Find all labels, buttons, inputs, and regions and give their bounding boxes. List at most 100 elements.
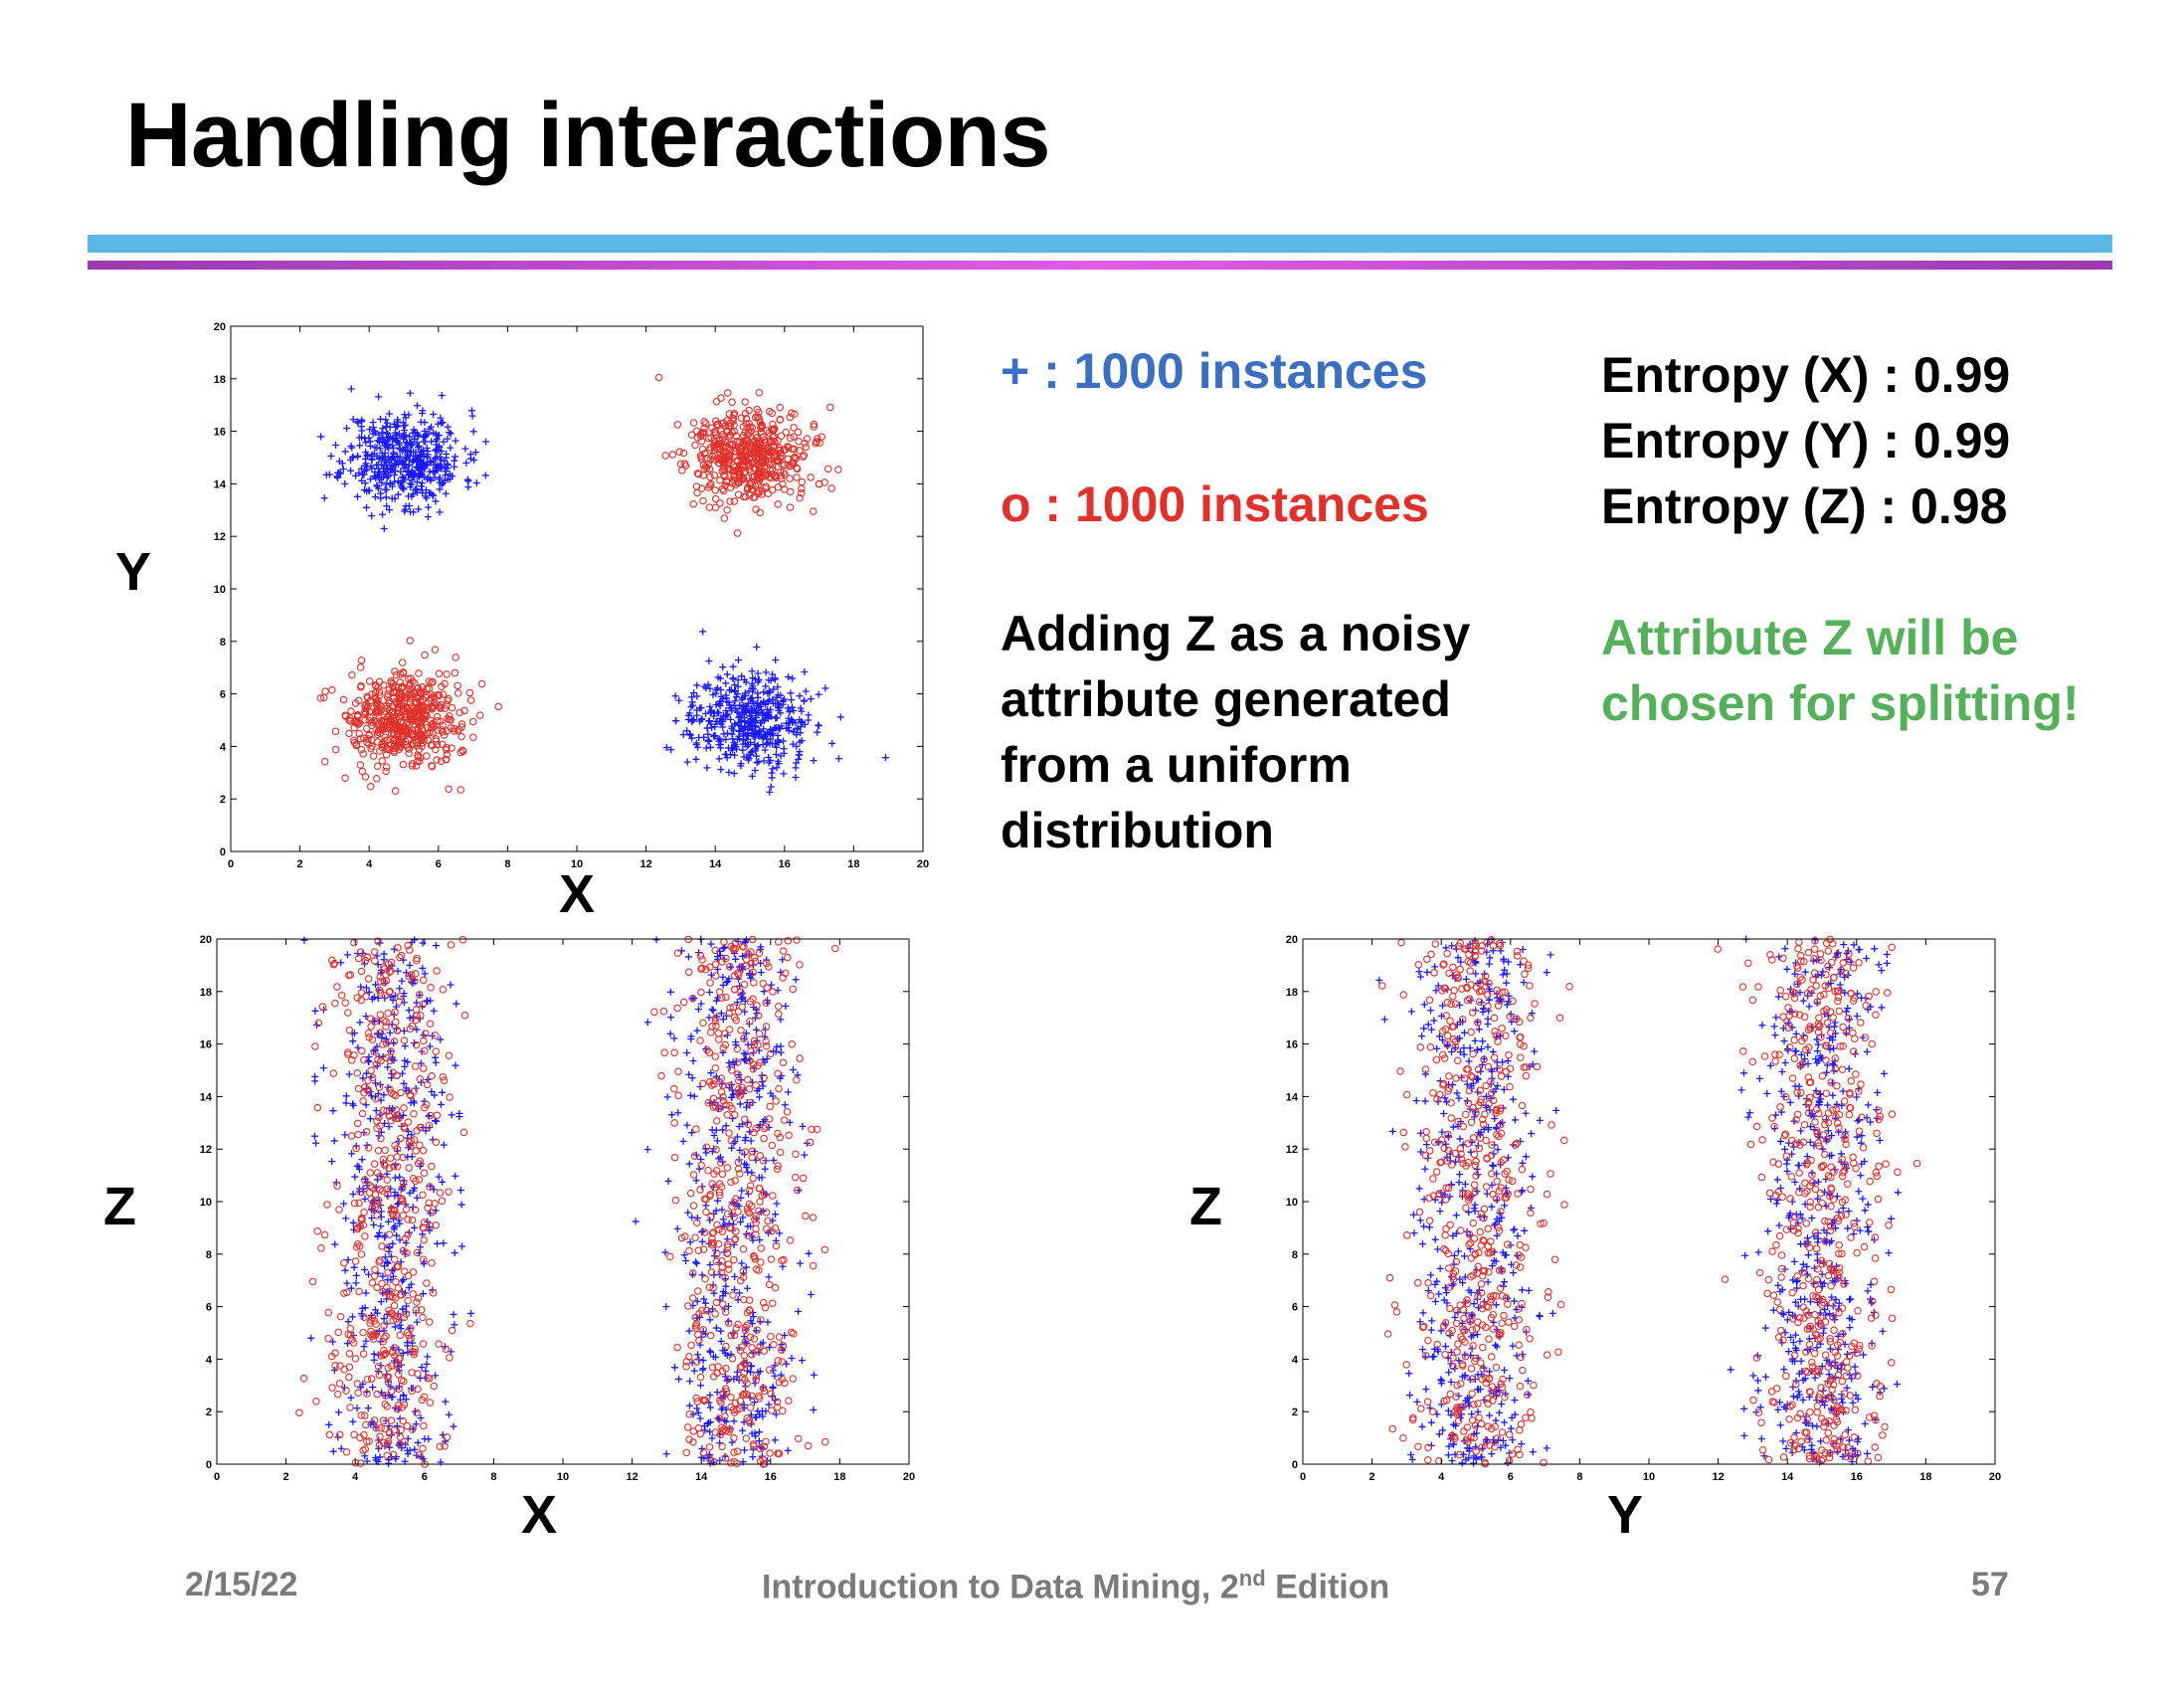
plus-marker	[1458, 1459, 1466, 1467]
circle-marker	[361, 1232, 369, 1240]
plus-marker	[1416, 1318, 1424, 1326]
plus-marker	[1456, 1171, 1464, 1179]
circle-marker	[356, 948, 365, 956]
plus-marker	[311, 1007, 319, 1015]
circle-marker	[393, 1110, 402, 1119]
circle-marker	[745, 1416, 754, 1424]
circle-marker	[730, 410, 739, 418]
plus-marker	[358, 476, 366, 484]
circle-marker	[747, 1047, 755, 1055]
circle-marker	[727, 1331, 735, 1340]
circle-marker	[419, 733, 428, 741]
circle-marker	[376, 989, 385, 997]
circle-marker	[720, 465, 729, 473]
circle-marker	[730, 1214, 738, 1221]
circle-marker	[709, 1238, 718, 1247]
plus-marker	[742, 1055, 750, 1063]
circle-marker	[730, 470, 738, 479]
y-tick-label: 12	[200, 1144, 212, 1156]
circle-marker	[741, 437, 749, 445]
circle-marker	[781, 470, 789, 479]
plus-marker	[751, 675, 759, 683]
circle-marker	[400, 1377, 408, 1386]
plus-marker	[732, 1038, 740, 1046]
plus-marker	[322, 470, 330, 478]
plus-marker	[683, 1121, 691, 1129]
plus-marker	[1481, 970, 1489, 978]
plus-marker	[693, 692, 701, 700]
plus-marker	[754, 689, 762, 697]
plus-marker	[716, 735, 724, 743]
circle-marker	[372, 717, 381, 726]
circle-marker	[425, 677, 434, 685]
x-tick-label: 2	[297, 858, 303, 870]
plus-marker	[701, 1426, 709, 1434]
plus-marker	[1839, 1399, 1847, 1407]
plus-marker	[428, 423, 436, 431]
circle-marker	[359, 750, 368, 758]
plus-marker	[335, 458, 343, 466]
circle-marker	[437, 757, 446, 765]
plus-marker	[481, 471, 489, 479]
circle-marker	[757, 1244, 766, 1252]
plus-marker	[766, 730, 774, 738]
circle-marker	[394, 943, 402, 952]
circle-marker	[725, 1265, 733, 1273]
plus-marker	[713, 1389, 721, 1397]
plus-marker	[714, 684, 722, 692]
plus-marker	[1543, 969, 1550, 977]
plus-marker	[769, 1217, 777, 1224]
plus-marker	[432, 497, 440, 505]
circle-marker	[751, 957, 760, 966]
circle-marker	[410, 977, 419, 986]
plus-marker	[349, 1417, 357, 1425]
plus-marker	[698, 1237, 706, 1245]
plus-marker	[717, 1337, 725, 1345]
plus-marker	[1421, 1097, 1429, 1105]
plus-marker	[710, 712, 718, 720]
circle-marker	[693, 1219, 701, 1226]
plus-marker	[1509, 1095, 1517, 1103]
circle-marker	[757, 424, 765, 432]
plus-marker	[414, 1438, 422, 1446]
plus-marker	[1421, 1165, 1429, 1173]
plus-marker	[383, 473, 391, 481]
circle-marker	[745, 453, 754, 462]
circle-marker	[748, 472, 757, 481]
circle-marker	[716, 1191, 724, 1200]
circle-marker	[379, 1351, 388, 1360]
plus-marker	[400, 1391, 408, 1399]
plus-marker	[758, 1174, 766, 1182]
circle-marker	[773, 1398, 782, 1407]
plus-marker	[1448, 942, 1456, 950]
plus-marker	[1437, 1012, 1445, 1020]
circle-marker	[684, 1302, 692, 1310]
plus-marker	[381, 1253, 389, 1261]
plus-marker	[1380, 1016, 1388, 1024]
circle-marker	[391, 1344, 399, 1352]
plus-marker	[788, 703, 796, 711]
plus-marker	[761, 712, 769, 720]
circle-marker	[418, 1306, 426, 1314]
circle-marker	[719, 486, 728, 495]
plus-marker	[437, 414, 445, 422]
circle-marker	[459, 1128, 468, 1137]
circle-marker	[769, 427, 777, 435]
plus-marker	[1498, 1400, 1506, 1408]
plus-marker	[730, 770, 738, 778]
plus-marker	[706, 989, 714, 997]
plus-marker	[1436, 1264, 1444, 1272]
circle-marker	[317, 1244, 325, 1252]
circle-marker	[725, 410, 734, 418]
plus-marker	[714, 1197, 722, 1205]
plus-marker	[719, 1016, 727, 1024]
plus-marker	[1521, 1226, 1529, 1234]
circle-marker	[759, 1455, 767, 1464]
plus-marker	[743, 1284, 751, 1292]
circle-marker	[408, 1387, 416, 1396]
circle-marker	[365, 740, 373, 748]
circle-marker	[809, 507, 818, 515]
plus-marker	[406, 389, 414, 397]
circle-marker	[362, 992, 370, 1001]
circle-marker	[407, 1137, 416, 1145]
